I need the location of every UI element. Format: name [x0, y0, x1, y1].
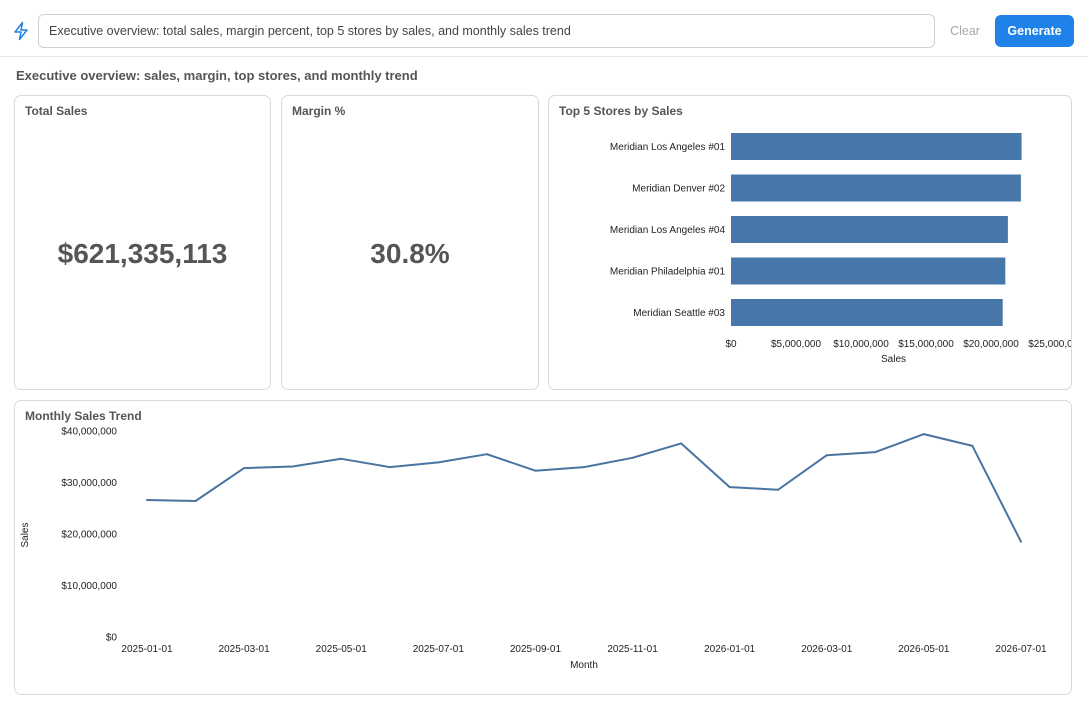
x-tick-label: $15,000,000 [898, 339, 954, 350]
x-tick-label: 2025-03-01 [219, 644, 271, 655]
trend-point [680, 442, 683, 445]
store-bar [731, 133, 1022, 160]
x-tick-label: $10,000,000 [833, 339, 889, 350]
trend-point [777, 488, 780, 491]
trend-point [583, 466, 585, 469]
store-bar [731, 216, 1008, 243]
trend-point [194, 500, 197, 503]
trend-point [874, 451, 877, 454]
x-tick-label: $0 [725, 339, 737, 350]
y-axis-title: Sales [20, 522, 31, 547]
trend-point [146, 499, 148, 502]
y-tick-label: $0 [106, 633, 118, 644]
monthly-trend-chart: $0 $10,000,000 $20,000,000 $30,000,000 $40,0… [20, 427, 1047, 672]
top-stores-card: Top 5 Stores by Sales Meridian Los Angel… [548, 95, 1072, 390]
x-tick-label: 2025-05-01 [316, 644, 368, 655]
trend-point [1020, 540, 1022, 543]
monthly-trend-card: Monthly Sales Trend $0 $10,000,000 $20,000… [14, 400, 1072, 695]
prompt-input[interactable] [38, 14, 935, 48]
total-sales-card: Total Sales $621,335,113 [14, 95, 271, 390]
prompt-bar: Clear Generate [0, 0, 1088, 57]
top-stores-title: Top 5 Stores by Sales [559, 104, 683, 118]
store-bar [731, 174, 1021, 202]
y-tick-label: $40,000,000 [61, 427, 117, 438]
margin-title: Margin % [292, 104, 346, 118]
x-tick-label: 2026-01-01 [704, 644, 756, 655]
store-label: Meridian Seattle #03 [633, 308, 725, 319]
x-tick-label: 2025-09-01 [510, 644, 562, 655]
trend-point [388, 466, 391, 469]
store-label: Meridian Los Angeles #04 [610, 225, 726, 236]
trend-point [243, 467, 246, 470]
generate-button[interactable]: Generate [995, 15, 1074, 47]
top-stores-chart: Meridian Los Angeles #01 Meridian Denver … [610, 133, 1071, 365]
trend-point [825, 454, 828, 457]
trend-point [922, 433, 925, 436]
margin-card: Margin % 30.8% [281, 95, 539, 390]
x-tick-label: 2025-01-01 [121, 644, 173, 655]
total-sales-value: $621,335,113 [57, 238, 228, 269]
store-bar [731, 257, 1006, 285]
store-bar [731, 299, 1003, 326]
store-label: Meridian Los Angeles #01 [610, 142, 726, 153]
x-tick-label: 2025-07-01 [413, 644, 465, 655]
trend-point [340, 457, 343, 460]
sales-trend-line [146, 433, 1022, 543]
trend-point [728, 486, 731, 489]
dashboard-headline: Executive overview: sales, margin, top s… [16, 68, 418, 83]
x-tick-label: 2026-05-01 [898, 644, 950, 655]
trend-point [291, 465, 294, 468]
margin-value: 30.8% [370, 238, 450, 269]
x-tick-label: 2026-07-01 [995, 644, 1047, 655]
store-label: Meridian Philadelphia #01 [610, 267, 726, 278]
monthly-trend-title: Monthly Sales Trend [25, 409, 142, 423]
x-axis-title: Sales [881, 354, 906, 365]
trend-point [437, 461, 440, 464]
x-tick-label: $5,000,000 [771, 339, 821, 350]
store-label: Meridian Denver #02 [632, 184, 725, 195]
trend-point [971, 444, 974, 447]
lightning-icon [14, 21, 28, 41]
x-axis-title: Month [570, 660, 598, 671]
total-sales-title: Total Sales [25, 104, 88, 118]
y-tick-label: $10,000,000 [61, 581, 117, 592]
x-tick-label: $20,000,000 [963, 339, 1019, 350]
trend-point [534, 469, 537, 472]
x-tick-label: $25,000,000 [1028, 339, 1071, 350]
clear-button[interactable]: Clear [945, 16, 985, 46]
x-tick-label: 2026-03-01 [801, 644, 853, 655]
x-tick-label: 2025-11-01 [607, 644, 658, 655]
trend-point [485, 453, 488, 456]
trend-point [631, 456, 634, 459]
y-tick-label: $30,000,000 [61, 478, 117, 489]
y-tick-label: $20,000,000 [61, 530, 117, 541]
